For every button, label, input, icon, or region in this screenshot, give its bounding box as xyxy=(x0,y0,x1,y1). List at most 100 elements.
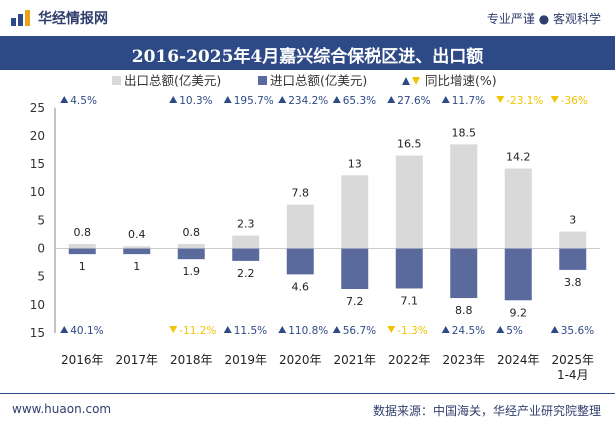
import-value-label: 4.6 xyxy=(292,280,310,293)
yoy-up-arrow-icon xyxy=(496,326,505,333)
import-value-label: 8.8 xyxy=(455,304,473,317)
title-band xyxy=(0,36,615,70)
x-tick-label: 2019年 xyxy=(224,353,267,367)
export-bar xyxy=(559,231,587,249)
import-yoy-label: 24.5% xyxy=(452,325,485,337)
yoy-down-arrow-icon xyxy=(550,96,559,103)
export-bar xyxy=(341,175,369,249)
footer-divider xyxy=(0,393,615,394)
export-value-label: 18.5 xyxy=(452,126,477,139)
yoy-up-arrow-icon xyxy=(60,326,69,333)
yoy-up-arrow-icon xyxy=(332,326,341,333)
x-tick-label: 2024年 xyxy=(497,353,540,367)
import-bar xyxy=(450,248,478,299)
yoy-down-arrow-icon xyxy=(496,96,505,103)
import-value-label: 7.1 xyxy=(401,294,419,307)
yoy-up-arrow-icon xyxy=(223,326,232,333)
import-bar xyxy=(68,248,96,255)
legend-swatch-export xyxy=(112,76,121,85)
x-tick-label: 2018年 xyxy=(170,353,213,367)
export-yoy-label: 234.2% xyxy=(288,95,328,107)
export-bar xyxy=(123,246,151,249)
x-tick-label: 2020年 xyxy=(279,353,322,367)
x-tick-label: 2016年 xyxy=(61,353,104,367)
legend-label-import: 进口总额(亿美元) xyxy=(270,73,367,88)
y-tick-label: 5 xyxy=(37,270,45,284)
export-value-label: 0.4 xyxy=(128,228,146,241)
import-bar xyxy=(286,248,314,275)
yoy-up-arrow-icon xyxy=(223,96,232,103)
export-yoy-label: 65.3% xyxy=(343,95,376,107)
export-value-label: 14.2 xyxy=(506,151,531,164)
export-yoy-label: 4.5% xyxy=(70,95,97,107)
import-value-label: 9.2 xyxy=(510,306,528,319)
export-yoy-label: 195.7% xyxy=(234,95,274,107)
export-bar xyxy=(68,243,96,249)
import-bar xyxy=(395,248,423,289)
yoy-up-arrow-icon xyxy=(441,96,450,103)
yoy-up-arrow-icon xyxy=(550,326,559,333)
y-tick-label: 25 xyxy=(30,101,45,115)
export-yoy-label: -36% xyxy=(561,95,588,107)
export-value-label: 7.8 xyxy=(292,187,310,200)
export-bar xyxy=(232,235,260,249)
export-yoy-label: 11.7% xyxy=(452,95,485,107)
x-tick-label: 2022年 xyxy=(388,353,431,367)
brand-tagline: 专业严谨 ● 客观科学 xyxy=(486,12,601,26)
yoy-down-arrow-icon xyxy=(169,326,178,333)
y-tick-label: 5 xyxy=(37,213,45,227)
export-bar xyxy=(177,243,205,249)
import-bar xyxy=(559,248,587,270)
x-tick-label: 2025年 xyxy=(551,353,594,367)
import-value-label: 1 xyxy=(133,260,140,273)
yoy-up-arrow-icon xyxy=(278,326,287,333)
export-bar xyxy=(504,168,532,249)
export-yoy-label: 27.6% xyxy=(397,95,430,107)
import-yoy-label: 35.6% xyxy=(561,325,594,337)
import-bar xyxy=(504,248,532,301)
y-tick-label: 15 xyxy=(30,157,45,171)
import-yoy-label: 56.7% xyxy=(343,325,376,337)
import-bar xyxy=(123,248,151,255)
y-tick-label: 20 xyxy=(30,129,45,143)
import-value-label: 1 xyxy=(79,260,86,273)
import-yoy-label: -1.3% xyxy=(397,325,427,337)
header-bar: 华经情报网 专业严谨 ● 客观科学 xyxy=(0,0,615,36)
yoy-up-arrow-icon xyxy=(332,96,341,103)
x-tick-label: 2021年 xyxy=(333,353,376,367)
yoy-up-arrow-icon xyxy=(441,326,450,333)
export-bar xyxy=(395,155,423,249)
import-value-label: 1.9 xyxy=(183,265,201,278)
yoy-up-arrow-icon xyxy=(387,96,396,103)
legend-up-arrow-icon xyxy=(402,77,410,85)
import-yoy-label: -11.2% xyxy=(179,325,216,337)
yoy-up-arrow-icon xyxy=(60,96,69,103)
chart-title: 2016-2025年4月嘉兴综合保税区进、出口额 xyxy=(131,47,484,67)
import-yoy-label: 11.5% xyxy=(234,325,267,337)
export-value-label: 2.3 xyxy=(237,218,255,231)
legend-down-arrow-icon xyxy=(412,77,420,85)
import-bar xyxy=(341,248,369,290)
export-yoy-label: 10.3% xyxy=(179,95,212,107)
import-bar xyxy=(177,248,205,260)
import-yoy-label: 110.8% xyxy=(288,325,328,337)
export-value-label: 13 xyxy=(348,157,362,170)
import-yoy-label: 40.1% xyxy=(70,325,103,337)
import-value-label: 2.2 xyxy=(237,267,255,280)
brand-name: 华经情报网 xyxy=(38,11,108,27)
yoy-up-arrow-icon xyxy=(278,96,287,103)
legend-label-export: 出口总额(亿美元) xyxy=(124,73,221,88)
y-tick-label: 0 xyxy=(37,242,45,256)
import-bar xyxy=(232,248,260,261)
export-value-label: 0.8 xyxy=(74,226,92,239)
legend-swatch-import xyxy=(258,76,267,85)
y-tick-label: 10 xyxy=(30,185,45,199)
x-tick-label: 2023年 xyxy=(442,353,485,367)
x-tick-label: 1-4月 xyxy=(557,368,589,382)
yoy-up-arrow-icon xyxy=(169,96,178,103)
import-value-label: 3.8 xyxy=(564,276,582,289)
export-value-label: 16.5 xyxy=(397,138,422,151)
brand-logo-icon xyxy=(11,10,30,26)
